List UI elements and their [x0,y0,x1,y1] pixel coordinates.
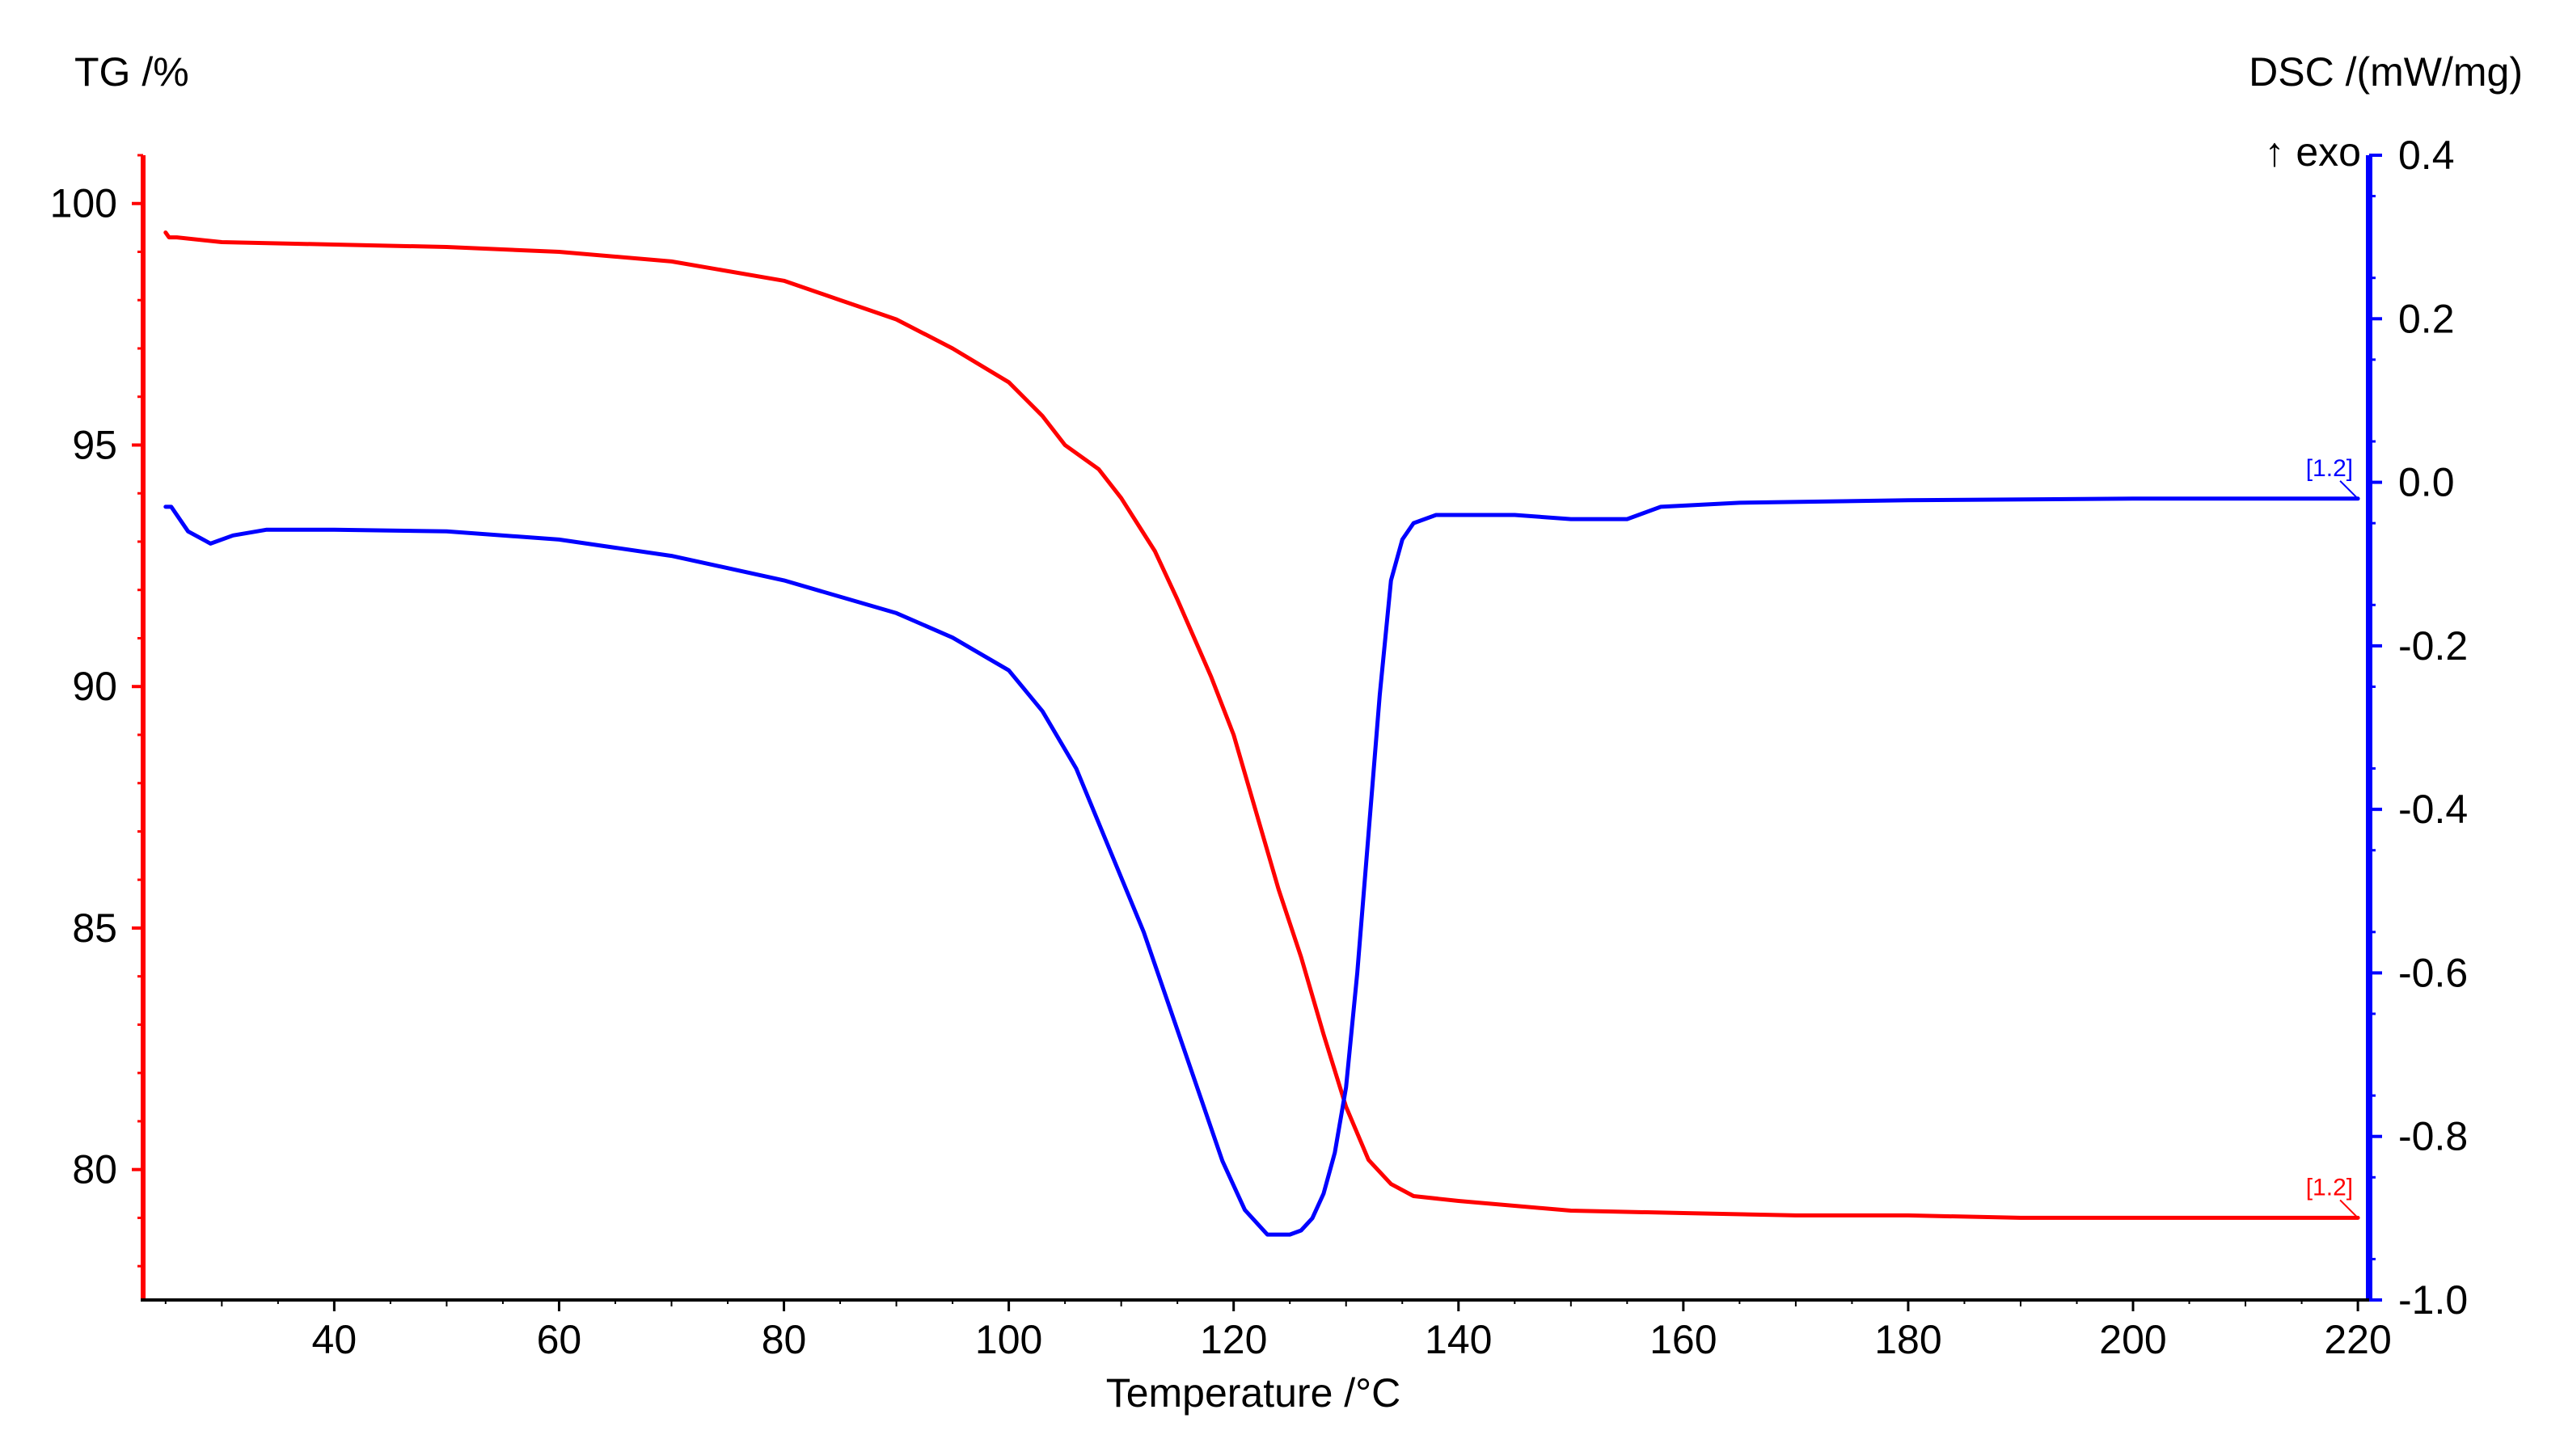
tg-series-line [163,230,2360,1220]
tg-end-marker-label: [1.2] [2306,1174,2353,1201]
x-tick-label: 200 [2099,1317,2166,1362]
x-axis-title: Temperature /°C [1106,1370,1401,1416]
x-tick-label: 60 [537,1317,582,1362]
y-right-tick-label: -0.6 [2398,950,2468,995]
y-left-tick-label: 80 [72,1147,117,1192]
x-tick-label: 100 [975,1317,1042,1362]
y-left-axis-title: TG /% [74,49,189,95]
y-right-tick-label: -0.2 [2398,623,2468,669]
x-tick-label: 180 [1874,1317,1941,1362]
y-right-tick-label: -1.0 [2398,1277,2468,1323]
x-tick-label: 40 [312,1317,357,1362]
tg-marker-leader [2339,1199,2357,1218]
y-left-tick-label: 95 [72,422,117,467]
y-right-tick-label: 0.4 [2398,133,2455,178]
dsc-end-marker-label: [1.2] [2306,455,2353,482]
y-right-tick-label: -0.4 [2398,787,2468,832]
x-tick-label: 160 [1649,1317,1717,1362]
x-tick-label: 220 [2324,1317,2391,1362]
y-left-tick-label: 85 [72,905,117,951]
y-right-axis-title: DSC /(mW/mg) [2249,49,2523,95]
y-right-tick-label: -0.8 [2398,1114,2468,1159]
dsc-marker-leader [2339,480,2357,498]
exo-direction-label: ↑ exo [2264,129,2361,175]
x-tick-label: 80 [762,1317,807,1362]
x-tick-label: 120 [1200,1317,1267,1362]
x-tick-label: 140 [1425,1317,1492,1362]
y-left-tick-label: 100 [50,181,117,226]
dsc-series-line [163,496,2360,1237]
y-left-tick-label: 90 [72,664,117,709]
y-right-tick-label: 0.0 [2398,460,2455,505]
axis-ticks: 40 60 80 100 120 140 160 180 200 220 80 85 90 95 100 0.… [50,133,2469,1362]
series-layer: [1.2] [1.2] [163,230,2360,1237]
y-right-tick-label: 0.2 [2398,296,2455,341]
